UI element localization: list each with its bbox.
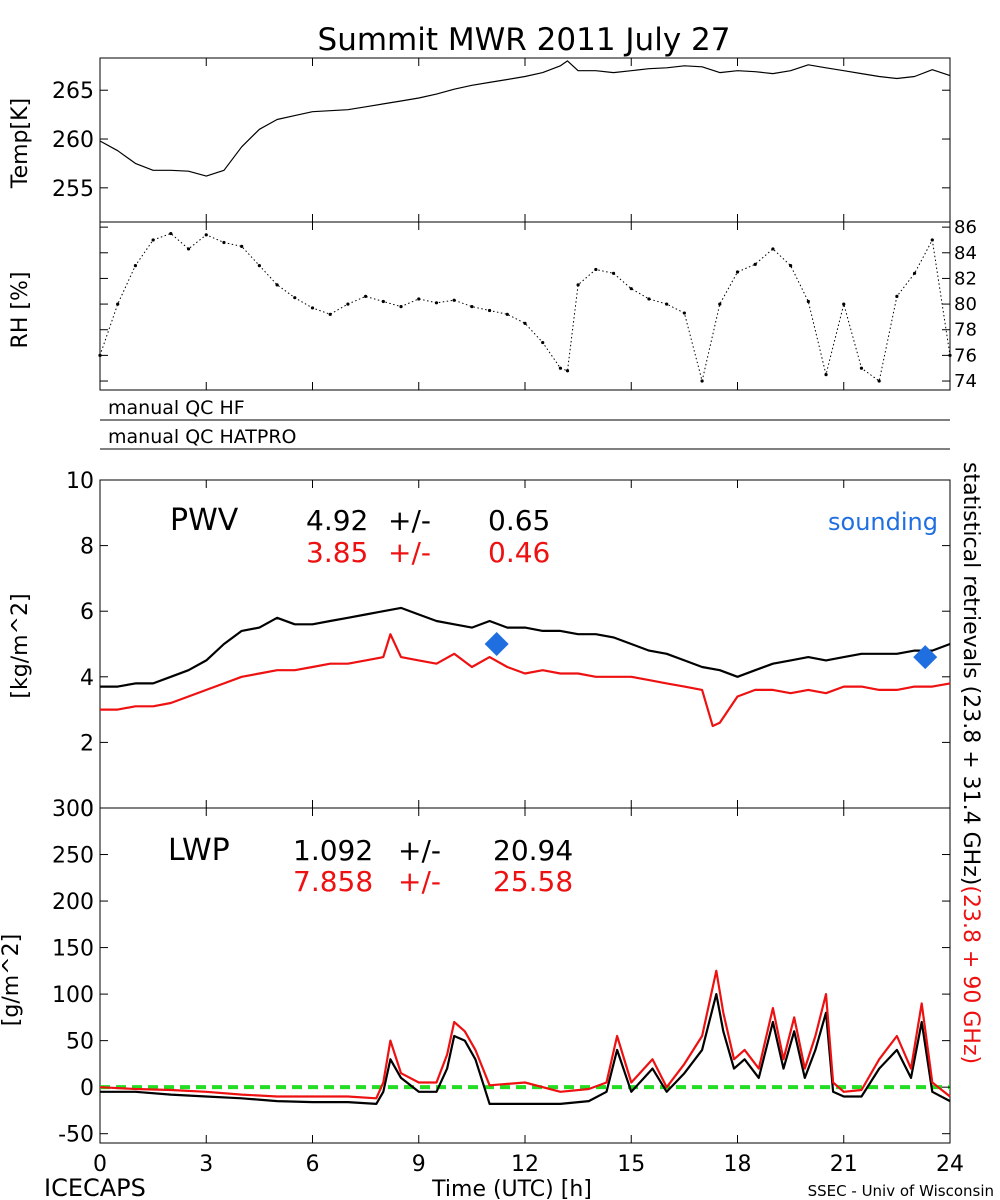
qc-label-hf: manual QC HF	[108, 397, 245, 419]
sounding-marker	[484, 632, 509, 656]
rh-point	[753, 262, 757, 266]
pwv-ytick-label: 8	[80, 535, 94, 560]
right-annotation: statistical retrievals (23.8 + 31.4 GHz)…	[958, 462, 983, 1064]
qc-section: manual QC HF manual QC HATPRO	[100, 397, 950, 450]
qc-label-hatpro: manual QC HATPRO	[108, 426, 297, 448]
lwp-black-mean: 1.092	[293, 834, 373, 867]
rh-point	[824, 373, 828, 377]
rh-point	[647, 297, 651, 301]
x-axis-label: Time (UTC) [h]	[431, 1177, 592, 1200]
temp-ytick-label: 260	[52, 128, 94, 153]
lwp-ytick-label: 150	[52, 937, 94, 962]
temp-panel: Temp[K] 255 260 265	[8, 57, 951, 223]
lwp-xtick-label: 6	[306, 1152, 320, 1177]
lwp-xtick-label: 9	[412, 1152, 426, 1177]
rh-point	[169, 231, 173, 236]
rh-ytick-label: 78	[954, 320, 977, 341]
pwv-series-red	[100, 633, 951, 728]
footer-right: SSEC - Univ of Wisconsin	[808, 1182, 994, 1200]
rh-panel: RH [%] 74 76 78 80 82 84 86	[8, 217, 977, 392]
pwv-black-sd: 0.65	[488, 504, 550, 537]
pwv-red-pm: +/-	[388, 536, 431, 569]
temp-ytick-label: 255	[52, 177, 94, 202]
rh-point	[565, 369, 570, 373]
lwp-ytick-label: 300	[52, 797, 94, 822]
pwv-ytick-label: 0	[80, 797, 94, 822]
lwp-black-pm: +/-	[398, 834, 441, 867]
figure-title: Summit MWR 2011 July 27	[318, 22, 731, 58]
rh-ylabel: RH [%]	[8, 272, 33, 349]
rh-ytick-label: 84	[954, 243, 977, 264]
lwp-xtick-label: 15	[617, 1152, 645, 1177]
lwp-black-sd: 20.94	[493, 834, 573, 867]
pwv-red-mean: 3.85	[306, 536, 368, 569]
rh-point	[576, 283, 580, 287]
lwp-panel: [g/m^2] LWP 1.092 +/- 20.94 7.858 +/- 25…	[0, 797, 964, 1200]
lwp-xtick-label: 24	[936, 1152, 964, 1177]
rh-point	[240, 244, 244, 248]
rh-ytick-label: 82	[954, 268, 977, 289]
pwv-red-sd: 0.46	[488, 536, 550, 569]
rh-point	[151, 238, 155, 242]
lwp-ytick-label: 50	[66, 1030, 94, 1055]
lwp-series-black	[100, 992, 951, 1106]
rh-point	[417, 297, 421, 301]
rh-point	[789, 264, 793, 268]
lwp-xtick-label: 21	[830, 1152, 858, 1177]
pwv-ytick-label: 2	[80, 731, 94, 756]
temp-ytick-label: 265	[52, 79, 94, 104]
lwp-ytick-label: 100	[52, 983, 94, 1008]
lwp-xtick-label: 0	[93, 1152, 107, 1177]
rh-point	[842, 302, 846, 306]
rh-point	[877, 379, 881, 383]
rh-point	[452, 298, 456, 302]
lwp-red-pm: +/-	[398, 865, 441, 898]
rh-point	[505, 312, 509, 316]
lwp-label: LWP	[168, 833, 230, 868]
rh-point	[700, 379, 704, 383]
sounding-marker	[913, 645, 938, 670]
pwv-ytick-label: 10	[66, 469, 94, 494]
lwp-ytick-label: -50	[58, 1123, 94, 1148]
rh-ytick-label: 74	[954, 371, 977, 392]
right-annotation-black: statistical retrievals (23.8 + 31.4 GHz)	[958, 462, 983, 885]
lwp-ytick-label: 200	[52, 890, 94, 915]
lwp-ytick-label: 0	[80, 1076, 94, 1101]
temp-ylabel: Temp[K]	[8, 98, 33, 189]
pwv-panel: [kg/m^2] PWV 4.92 +/- 0.65 3.85 +/- 0.46…	[8, 469, 951, 822]
lwp-red-sd: 25.58	[493, 865, 573, 898]
rh-point	[806, 299, 810, 304]
lwp-xtick-label: 3	[199, 1152, 213, 1177]
rh-point	[718, 302, 722, 306]
rh-point	[434, 301, 439, 305]
pwv-label: PWV	[170, 503, 239, 538]
rh-point	[364, 294, 368, 298]
pwv-ylabel: [kg/m^2]	[8, 593, 33, 698]
temp-series-black	[99, 60, 951, 177]
lwp-red-mean: 7.858	[293, 865, 373, 898]
rh-ytick-label: 76	[954, 345, 977, 366]
lwp-xtick-label: 18	[724, 1152, 752, 1177]
pwv-black-mean: 4.92	[306, 504, 368, 537]
lwp-ylabel: [g/m^2]	[0, 934, 24, 1026]
pwv-series-black	[100, 606, 951, 688]
lwp-series-red	[99, 969, 951, 1100]
rh-point	[665, 302, 669, 306]
lwp-xtick-label: 12	[511, 1152, 539, 1177]
sounding-legend: sounding	[828, 508, 938, 536]
pwv-black-pm: +/-	[388, 504, 431, 537]
footer-left: ICECAPS	[44, 1174, 146, 1200]
pwv-ytick-label: 4	[80, 666, 94, 691]
rh-point	[381, 299, 385, 304]
pwv-ytick-label: 6	[80, 600, 94, 625]
lwp-ytick-label: 250	[52, 844, 94, 869]
rh-ytick-label: 80	[954, 294, 977, 315]
rh-ytick-label: 86	[954, 217, 977, 238]
right-annotation-red: (23.8 + 90 GHz)	[958, 885, 983, 1064]
